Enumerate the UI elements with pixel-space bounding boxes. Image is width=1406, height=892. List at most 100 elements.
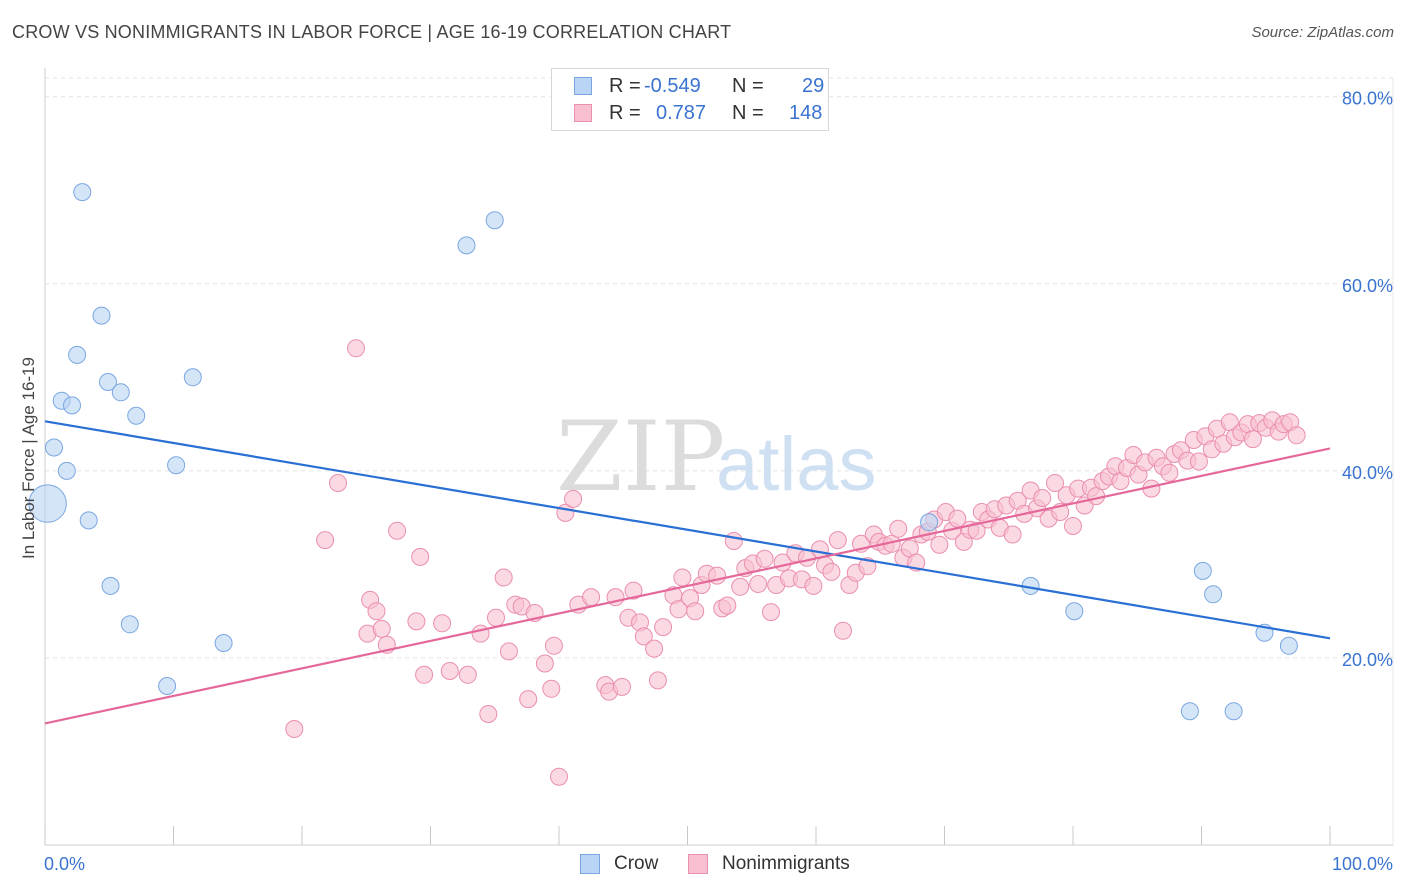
crow-point: [120, 615, 139, 634]
legend-label-crow: Crow: [614, 853, 659, 874]
nonimmigrants-point: [544, 636, 563, 655]
nonimmigrants-point: [388, 521, 407, 540]
crow-point: [920, 513, 939, 532]
nonimmigrants-point: [347, 339, 365, 358]
nonimmigrants-point: [718, 596, 737, 615]
nonimmigrants-regression-line: [44, 447, 1331, 725]
n-value: 148: [789, 102, 823, 124]
x-tick-label: 100.0%: [1332, 854, 1393, 874]
crow-swatch: [580, 854, 600, 874]
crow-point: [63, 396, 81, 415]
chart-title: CROW VS NONIMMIGRANTS IN LABOR FORCE | A…: [12, 22, 732, 42]
crow-point: [28, 484, 67, 523]
r-label: R =: [609, 75, 641, 97]
nonimmigrants-point: [930, 535, 949, 554]
nonimmigrants-point: [433, 614, 452, 633]
nonimmigrants-point: [624, 581, 643, 600]
nonimmigrants-point: [686, 602, 705, 621]
legend-label-nonimmigrants: Nonimmigrants: [722, 853, 850, 874]
nonimmigrants-point: [329, 474, 347, 492]
nonimmigrants-point: [724, 532, 743, 550]
y-tick-label: 60.0%: [1342, 276, 1393, 296]
nonimmigrants-point: [367, 602, 386, 621]
nonimmigrants-point: [1189, 452, 1208, 471]
r-label: R =: [609, 102, 641, 124]
crow-point: [99, 373, 117, 391]
nonimmigrants-point: [499, 642, 518, 661]
crow-point: [79, 511, 98, 530]
nonimmigrants-point: [535, 654, 554, 673]
nonimmigrants-point: [440, 662, 459, 680]
nonimmigrants-point: [1243, 430, 1262, 449]
nonimmigrants-point: [1287, 426, 1306, 445]
nonimmigrants-point: [458, 665, 477, 684]
nonimmigrants-point: [654, 618, 673, 637]
crow-point: [111, 383, 130, 402]
nonimmigrants-point: [648, 671, 667, 690]
nonimmigrants-point: [645, 639, 664, 658]
regression-lines: [44, 420, 1331, 725]
nonimmigrants-point: [487, 608, 505, 627]
nonimmigrants-point: [889, 519, 908, 538]
series-legend: Crow Nonimmigrants: [0, 850, 1406, 880]
nonimmigrants-point: [967, 521, 986, 540]
nonimmigrants-point: [731, 577, 750, 596]
nonimmigrants-point: [372, 619, 391, 638]
watermark: ZIP atlas: [556, 401, 877, 513]
nonimmigrants-point: [613, 677, 631, 696]
nonimmigrants-point: [542, 679, 561, 698]
nonimmigrants-point: [858, 557, 877, 576]
nonimmigrants-point: [1003, 525, 1022, 544]
y-axis-label: In Labor Force | Age 16-19: [19, 357, 38, 559]
nonimmigrants-point: [762, 603, 780, 622]
y-tick-label: 20.0%: [1342, 650, 1393, 670]
watermark-atlas: atlas: [716, 422, 877, 507]
nonimmigrants-point: [285, 720, 304, 738]
nonimmigrants-point: [411, 547, 430, 566]
nonimmigrants-point: [415, 665, 434, 684]
crow-point: [183, 368, 202, 387]
nonimmigrants-point: [673, 568, 692, 587]
x-tick-label: 0.0%: [44, 854, 85, 874]
nonimmigrants-point: [822, 562, 841, 581]
source-label: Source: ZipAtlas.com: [1251, 24, 1394, 41]
crow-point: [45, 438, 63, 457]
correlation-legend: R = -0.549 N = 29 R = 0.787 N = 148: [551, 68, 829, 131]
nonimmigrants-point: [564, 489, 583, 508]
crow-point: [73, 183, 92, 202]
crow-swatch: [574, 77, 592, 95]
crow-point: [68, 345, 87, 364]
y-tick-label: 40.0%: [1342, 463, 1393, 483]
watermark-zip: ZIP: [556, 401, 725, 513]
crow-point: [1065, 602, 1084, 621]
crow-point: [457, 236, 476, 255]
crow-point: [1180, 702, 1199, 721]
crow-point: [1224, 702, 1243, 721]
nonimmigrants-point: [471, 624, 490, 643]
points-layer: [28, 183, 1306, 786]
nonimmigrants-point: [550, 767, 568, 786]
nonimmigrants-swatch: [574, 104, 592, 122]
nonimmigrants-point: [1064, 517, 1082, 535]
crow-point: [92, 306, 111, 325]
n-label: N =: [732, 102, 764, 124]
nonimmigrants-point: [834, 621, 852, 640]
nonimmigrants-point: [407, 612, 426, 631]
crow-point: [485, 211, 504, 230]
crow-point: [1279, 636, 1298, 655]
crow-point: [158, 677, 177, 695]
crow-point: [101, 576, 120, 595]
nonimmigrants-point: [316, 531, 335, 550]
nonimmigrants-swatch: [688, 854, 708, 874]
nonimmigrants-point: [1160, 463, 1179, 482]
nonimmigrants-point: [1046, 474, 1064, 492]
nonimmigrants-point: [1033, 489, 1052, 507]
r-value: 0.787: [656, 102, 707, 124]
nonimmigrants-point: [749, 575, 768, 593]
crow-point: [127, 406, 146, 425]
crow-point: [1204, 585, 1223, 604]
crow-point: [214, 634, 233, 652]
nonimmigrants-point: [479, 705, 498, 723]
n-value: 29: [802, 75, 825, 97]
